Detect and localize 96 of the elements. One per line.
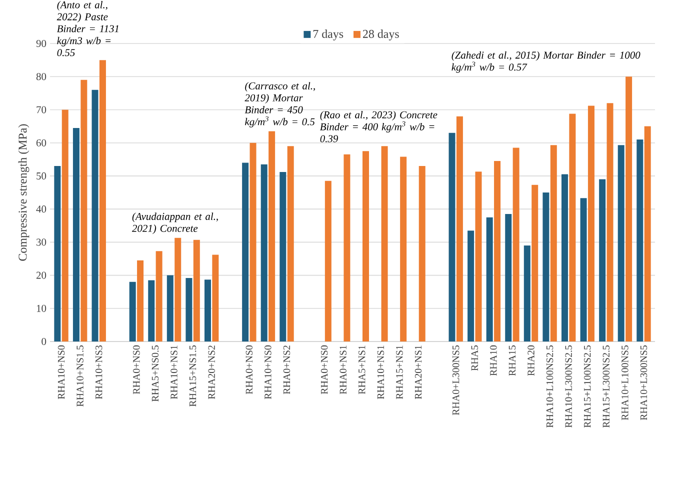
y-tick-label: 10 [36,305,46,312]
annotation: (Avudaiappan et al., 2021) Concrete [132,212,218,234]
bar [512,148,520,342]
bar [344,154,350,342]
bar [324,181,332,342]
y-tick-label: 0 [42,338,46,346]
bar [542,192,550,342]
bar [456,116,463,342]
x-tick-label: RHA20+NS1 [414,346,422,400]
bar [129,282,136,342]
x-tick-label: RHA10+NS1 [170,346,178,400]
bar [166,276,174,342]
bar [92,90,98,342]
bar [588,106,594,342]
x-tick-label: RHA15 [508,346,516,376]
bar [287,146,294,342]
y-tick-label: 20 [36,272,46,280]
legend-label: 28 days [363,30,399,41]
bar [448,133,456,342]
y-tick-label: 70 [36,106,46,114]
bar [599,180,606,342]
bar [174,238,182,342]
x-tick-label: RHA15+NS1 [396,346,403,400]
x-tick-label: RHA15+L100NS2.5 [584,346,591,428]
bar [606,103,614,342]
bar [99,60,106,342]
bar [280,172,286,342]
bar [418,166,426,342]
x-tick-label: RHA10+NS0 [58,346,65,400]
x-tick-label: RHA5+NS0.5 [152,346,159,402]
annotation: (Anto et al., 2022) Paste Binder = 1131 kg/m3 w/b = 0.55 [56,1,118,56]
bar [148,280,155,342]
x-tick-label: RHA10+NS0 [264,346,272,400]
bar [626,76,632,342]
bar [260,164,268,342]
bar [80,80,88,342]
bar [550,145,557,342]
y-tick-label: 40 [36,206,46,213]
x-tick-label: RHA20+NS2 [208,346,215,400]
x-tick-label: RHA15+NS1.5 [189,346,196,407]
x-tick-label: RHA10+L100NS5 [622,346,628,420]
x-tick-label: RHA0+NS0 [133,346,140,394]
legend-label: 7 days [313,30,344,41]
x-tick-label: RHA10 [490,346,497,376]
bar [268,131,276,342]
bar [137,260,144,342]
bar [569,114,576,342]
bar [486,218,493,342]
bar [644,126,651,342]
bar [212,254,219,342]
bar [204,280,211,342]
bar [381,146,388,342]
bar [524,246,530,342]
x-tick-label: RHA10+L300NS2.5 [565,346,572,428]
x-tick-label: RHA15+L300NS2.5 [602,346,610,428]
bar [618,145,624,342]
bar [72,128,80,342]
bar [561,174,568,342]
x-tick-label: RHA10+L100NS2.5 [546,346,554,428]
bar [362,151,369,342]
y-tick-label: 50 [36,172,46,180]
bar [250,143,256,342]
bar [494,161,501,342]
bar [400,156,407,342]
bar [242,162,249,342]
bar [193,240,200,342]
y-tick-label: 80 [36,73,46,80]
text: (Rao et al., 2023) Concrete Binder = 400 kg/m$^{3}$ w/b = 0.39 [320,111,438,143]
x-tick-label: RHA5 [471,346,478,372]
bar [54,166,61,342]
y-tick-label: 90 [36,40,46,48]
x-tick-label: RHA0+NS0 [246,346,253,394]
annotation: (Zahedi et al., 2015) Mortar Binder = 1000 kg/m$^{3}$ w/b = 0.57 [452,52,640,73]
bar [156,251,162,342]
bar [636,140,644,342]
annotation: (Carrasco et al., 2019) Mortar Binder = 450 kg/m$^{3}$ w/b = 0.5 [244,82,315,128]
y-tick-label: 60 [36,140,46,147]
bar [468,230,474,342]
x-tick-label: RHA0+NS0 [320,346,328,394]
bar [532,185,538,342]
bar [505,214,512,342]
y-tick-label: 30 [36,238,46,246]
x-tick-label: RHA5+NS1 [358,346,366,394]
x-tick-label: RHA20 [528,346,534,376]
x-tick-label: RHA0+L300NS5 [452,346,460,416]
bar [580,198,587,342]
x-tick-label: RHA10+NS3 [95,346,102,400]
x-tick-label: RHA0+NS1 [340,346,346,394]
x-tick-label: RHA10+NS1.5 [76,346,84,407]
bar [62,110,68,342]
x-tick-label: RHA10+L300NS5 [640,346,648,420]
x-tick-label: RHA0+NS2 [283,346,290,394]
bar [186,278,192,342]
bar [475,172,482,342]
x-tick-label: RHA10+NS1 [377,346,384,400]
y-axis-title: Compressive strength (MPa) [18,124,30,261]
